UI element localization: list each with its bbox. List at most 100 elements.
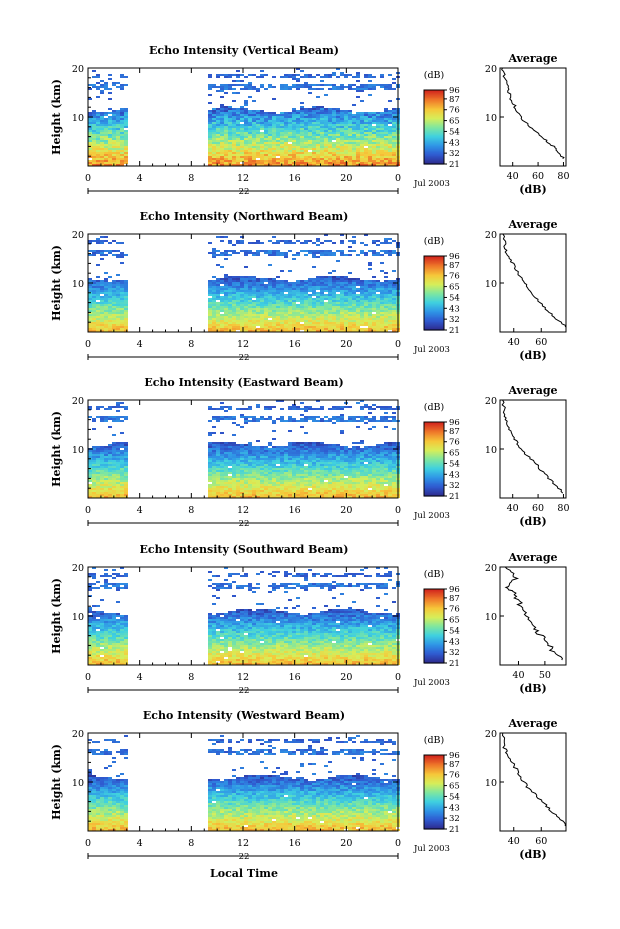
average-x-tick-label: 40 — [512, 670, 524, 681]
panel: Echo Intensity (Vertical Beam) 0 4 8 12 16 20 0… — [50, 44, 570, 197]
average-x-tick-label: 80 — [557, 171, 569, 182]
x-tick-label: 4 — [137, 838, 143, 849]
average-x-tick-label: 40 — [507, 503, 519, 514]
y-axis-label: Height (km) — [50, 79, 63, 155]
colorbar-tick-label: 21 — [449, 825, 460, 835]
x-tick-label: 4 — [137, 505, 143, 516]
colorbar-tick-label: 21 — [449, 492, 460, 502]
x-tick-label: 8 — [188, 505, 194, 516]
x-tick-label: 16 — [289, 505, 301, 516]
panel: Echo Intensity (Westward Beam) 0 4 8 12 16 20 0… — [50, 709, 567, 862]
colorbar-tick-label: 87 — [449, 261, 460, 271]
y-axis-label: Height (km) — [50, 578, 63, 654]
average-profile: Average 20 10 40 50(dB) — [485, 551, 567, 695]
average-profile: Average 20 10 40 60 80 (dB) — [485, 52, 570, 196]
colorbar-tick-label: 21 — [449, 160, 460, 170]
heatmap — [88, 567, 400, 665]
colorbar-tick-label: 43 — [449, 138, 460, 148]
average-profile: Average 20 10 40 60 80 (dB) — [485, 384, 570, 528]
average-y-tick-label: 10 — [485, 778, 497, 789]
colorbar-tick-label: 32 — [449, 315, 460, 325]
x-tick-label: 20 — [340, 173, 352, 184]
y-tick-label: 20 — [72, 396, 84, 407]
colorbar-tick-label: 65 — [449, 283, 460, 293]
x-tick-label: 0 — [395, 505, 401, 516]
x-tick-label: 12 — [237, 672, 249, 683]
x-tick-label: 0 — [395, 173, 401, 184]
y-tick-label: 10 — [72, 279, 84, 290]
panel-title: Echo Intensity (Eastward Beam) — [144, 376, 343, 389]
average-line — [501, 67, 565, 160]
average-title: Average — [507, 717, 557, 730]
colorbar-tick-label: 76 — [449, 771, 460, 781]
x-tick-label: 12 — [237, 173, 249, 184]
average-title: Average — [507, 52, 557, 65]
x-tick-label: 8 — [188, 672, 194, 683]
average-frame — [499, 566, 567, 666]
date-label: Jul 2003 — [413, 678, 450, 688]
colorbar-tick-label: 96 — [449, 86, 460, 96]
average-frame — [499, 399, 567, 499]
colorbar-unit: (dB) — [424, 569, 444, 580]
panel-title: Echo Intensity (Northward Beam) — [140, 210, 349, 223]
y-tick-label: 10 — [72, 113, 84, 124]
colorbar-tick-label: 54 — [449, 293, 460, 303]
colorbar-tick-label: 96 — [449, 418, 460, 428]
day-label: 22 — [239, 353, 250, 363]
colorbar-tick-label: 87 — [449, 760, 460, 770]
x-tick-label: 0 — [395, 339, 401, 350]
panel: Echo Intensity (Southward Beam) 0 4 8 12 16 20… — [50, 543, 567, 696]
average-x-tick-label: 40 — [508, 836, 520, 847]
y-tick-label: 20 — [72, 230, 84, 241]
average-x-tick-label: 60 — [532, 503, 544, 514]
colorbar — [423, 754, 445, 830]
colorbar-tick-label: 96 — [449, 252, 460, 262]
day-label: 22 — [239, 686, 250, 696]
x-tick-label: 0 — [85, 838, 91, 849]
colorbar-tick-label: 54 — [449, 127, 460, 137]
x-tick-label: 16 — [289, 339, 301, 350]
colorbar-unit: (dB) — [424, 236, 444, 247]
average-x-tick-label: 50 — [539, 670, 551, 681]
colorbar-unit: (dB) — [424, 70, 444, 81]
colorbar-tick-label: 43 — [449, 803, 460, 813]
date-label: Jul 2003 — [413, 179, 450, 189]
colorbar — [423, 421, 445, 497]
colorbar-tick-label: 96 — [449, 751, 460, 761]
colorbar-tick-label: 21 — [449, 326, 460, 336]
x-tick-label: 12 — [237, 838, 249, 849]
colorbar-unit: (dB) — [424, 402, 444, 413]
panel: Echo Intensity (Eastward Beam) 0 4 8 12 16 20 0… — [50, 376, 570, 529]
date-label: Jul 2003 — [413, 511, 450, 521]
average-y-tick-label: 20 — [485, 729, 497, 740]
heatmap — [88, 400, 400, 498]
average-line — [501, 399, 564, 494]
heatmap — [88, 68, 400, 166]
colorbar-tick-label: 21 — [449, 659, 460, 669]
colorbar-tick-label: 65 — [449, 616, 460, 626]
average-frame — [499, 732, 567, 832]
date-label: Jul 2003 — [413, 345, 450, 355]
average-x-tick-label: 60 — [535, 836, 547, 847]
x-tick-label: 4 — [137, 672, 143, 683]
x-tick-label: 16 — [289, 672, 301, 683]
y-axis-label: Height (km) — [50, 411, 63, 487]
average-line — [501, 732, 566, 827]
panel: Echo Intensity (Northward Beam) 0 4 8 12 16 20… — [50, 210, 567, 363]
x-tick-label: 12 — [237, 505, 249, 516]
average-x-tick-label: 80 — [557, 503, 569, 514]
heatmap — [88, 234, 400, 332]
panel-title: Echo Intensity (Southward Beam) — [140, 543, 349, 556]
y-tick-label: 20 — [72, 64, 84, 75]
x-axis-label: Local Time — [210, 867, 278, 880]
x-tick-label: 4 — [137, 339, 143, 350]
colorbar-tick-label: 65 — [449, 449, 460, 459]
x-tick-label: 8 — [188, 838, 194, 849]
colorbar-tick-label: 76 — [449, 272, 460, 282]
x-tick-label: 20 — [340, 505, 352, 516]
x-tick-label: 20 — [340, 838, 352, 849]
day-label: 22 — [239, 519, 250, 529]
x-tick-label: 0 — [85, 173, 91, 184]
average-x-label: (dB) — [519, 183, 546, 196]
